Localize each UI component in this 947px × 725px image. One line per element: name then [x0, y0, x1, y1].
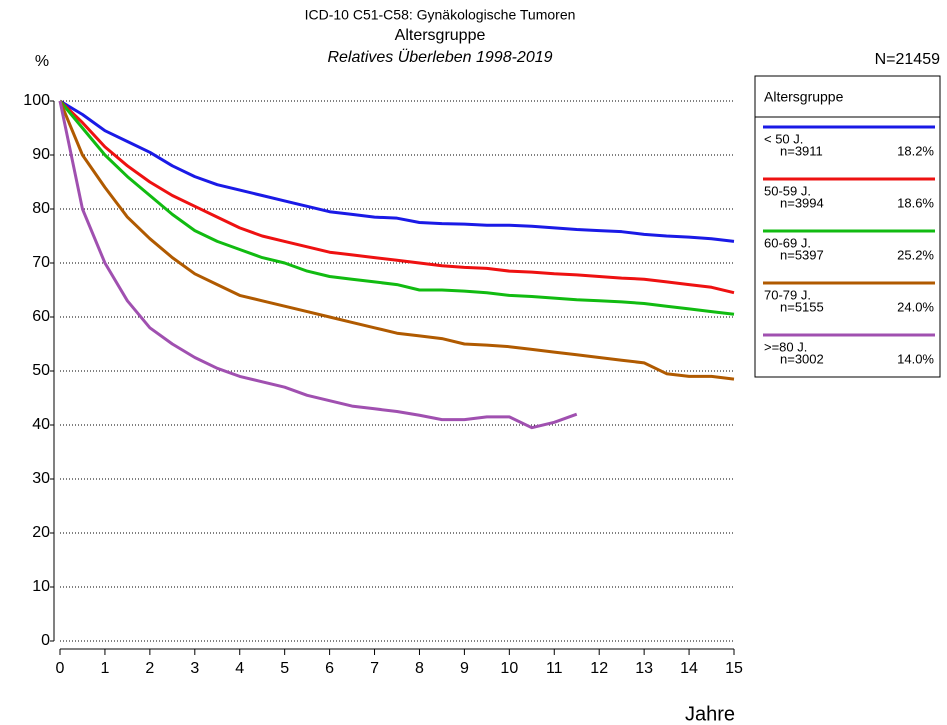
- x-axis-label: Jahre: [685, 703, 735, 725]
- line-series: [58, 100, 735, 381]
- chart-title: ICD-10 C51-C58: Gynäkologische Tumoren: [305, 7, 576, 23]
- legend-share: 14.0%: [897, 351, 934, 366]
- y-tick-label: 40: [32, 416, 50, 433]
- legend-label: < 50 J.: [764, 131, 803, 146]
- x-tick-label: 7: [370, 660, 379, 677]
- x-tick-label: 5: [280, 660, 289, 677]
- y-tick-label: 70: [32, 254, 50, 271]
- y-tick-label: 60: [32, 308, 50, 325]
- y-tick-label: 80: [32, 200, 50, 217]
- y-axis-label: %: [35, 53, 49, 70]
- legend-box: [754, 75, 941, 378]
- y-tick-label: 50: [32, 362, 50, 379]
- x-tick-label: 11: [546, 660, 563, 677]
- legend-label: 60-69 J.: [764, 235, 811, 250]
- x-tick-label: 6: [325, 660, 334, 677]
- legend-n: n=3994: [780, 195, 824, 210]
- legend-share: 18.2%: [897, 143, 934, 158]
- x-tick-label: 12: [590, 660, 608, 677]
- x-tick-label: 1: [100, 660, 109, 677]
- total-label: N=21459: [875, 51, 940, 68]
- chart-subtitle: Altersgruppe: [395, 27, 486, 44]
- x-tick-label: 15: [725, 660, 743, 677]
- x-tick-label: 14: [680, 660, 698, 677]
- x-tick-label: 8: [415, 660, 424, 677]
- legend-n: n=3911: [780, 143, 823, 158]
- legend-n: n=3002: [780, 351, 824, 366]
- y-tick-label: 0: [41, 632, 50, 649]
- legend-share: 24.0%: [897, 299, 934, 314]
- legend-label: 70-79 J.: [764, 287, 811, 302]
- y-tick-label: 30: [32, 470, 50, 487]
- x-tick-label: 13: [635, 660, 653, 677]
- legend-n: n=5397: [780, 247, 824, 262]
- x-tick-label: 2: [145, 660, 154, 677]
- legend-share: 25.2%: [897, 247, 934, 262]
- legend-title: Altersgruppe: [764, 89, 844, 105]
- y-tick-label: 20: [32, 524, 50, 541]
- line-series: [58, 100, 735, 316]
- x-tick-label: 4: [235, 660, 244, 677]
- y-tick-label: 10: [32, 578, 50, 595]
- y-tick-label: 100: [23, 92, 50, 109]
- legend-n: n=5155: [780, 299, 824, 314]
- line-series: [58, 99, 735, 295]
- x-tick-label: 9: [460, 660, 469, 677]
- chart-subtitle: Relatives Überleben 1998-2019: [327, 48, 552, 66]
- x-tick-label: 10: [500, 660, 518, 677]
- x-tick-label: 0: [56, 660, 65, 677]
- x-tick-label: 3: [190, 660, 199, 677]
- line-series: [59, 99, 735, 243]
- legend-share: 18.6%: [897, 195, 934, 210]
- legend-label: 50-59 J.: [764, 183, 811, 198]
- line-series: [58, 100, 578, 430]
- legend-label: >=80 J.: [764, 339, 807, 354]
- y-tick-label: 90: [32, 146, 50, 163]
